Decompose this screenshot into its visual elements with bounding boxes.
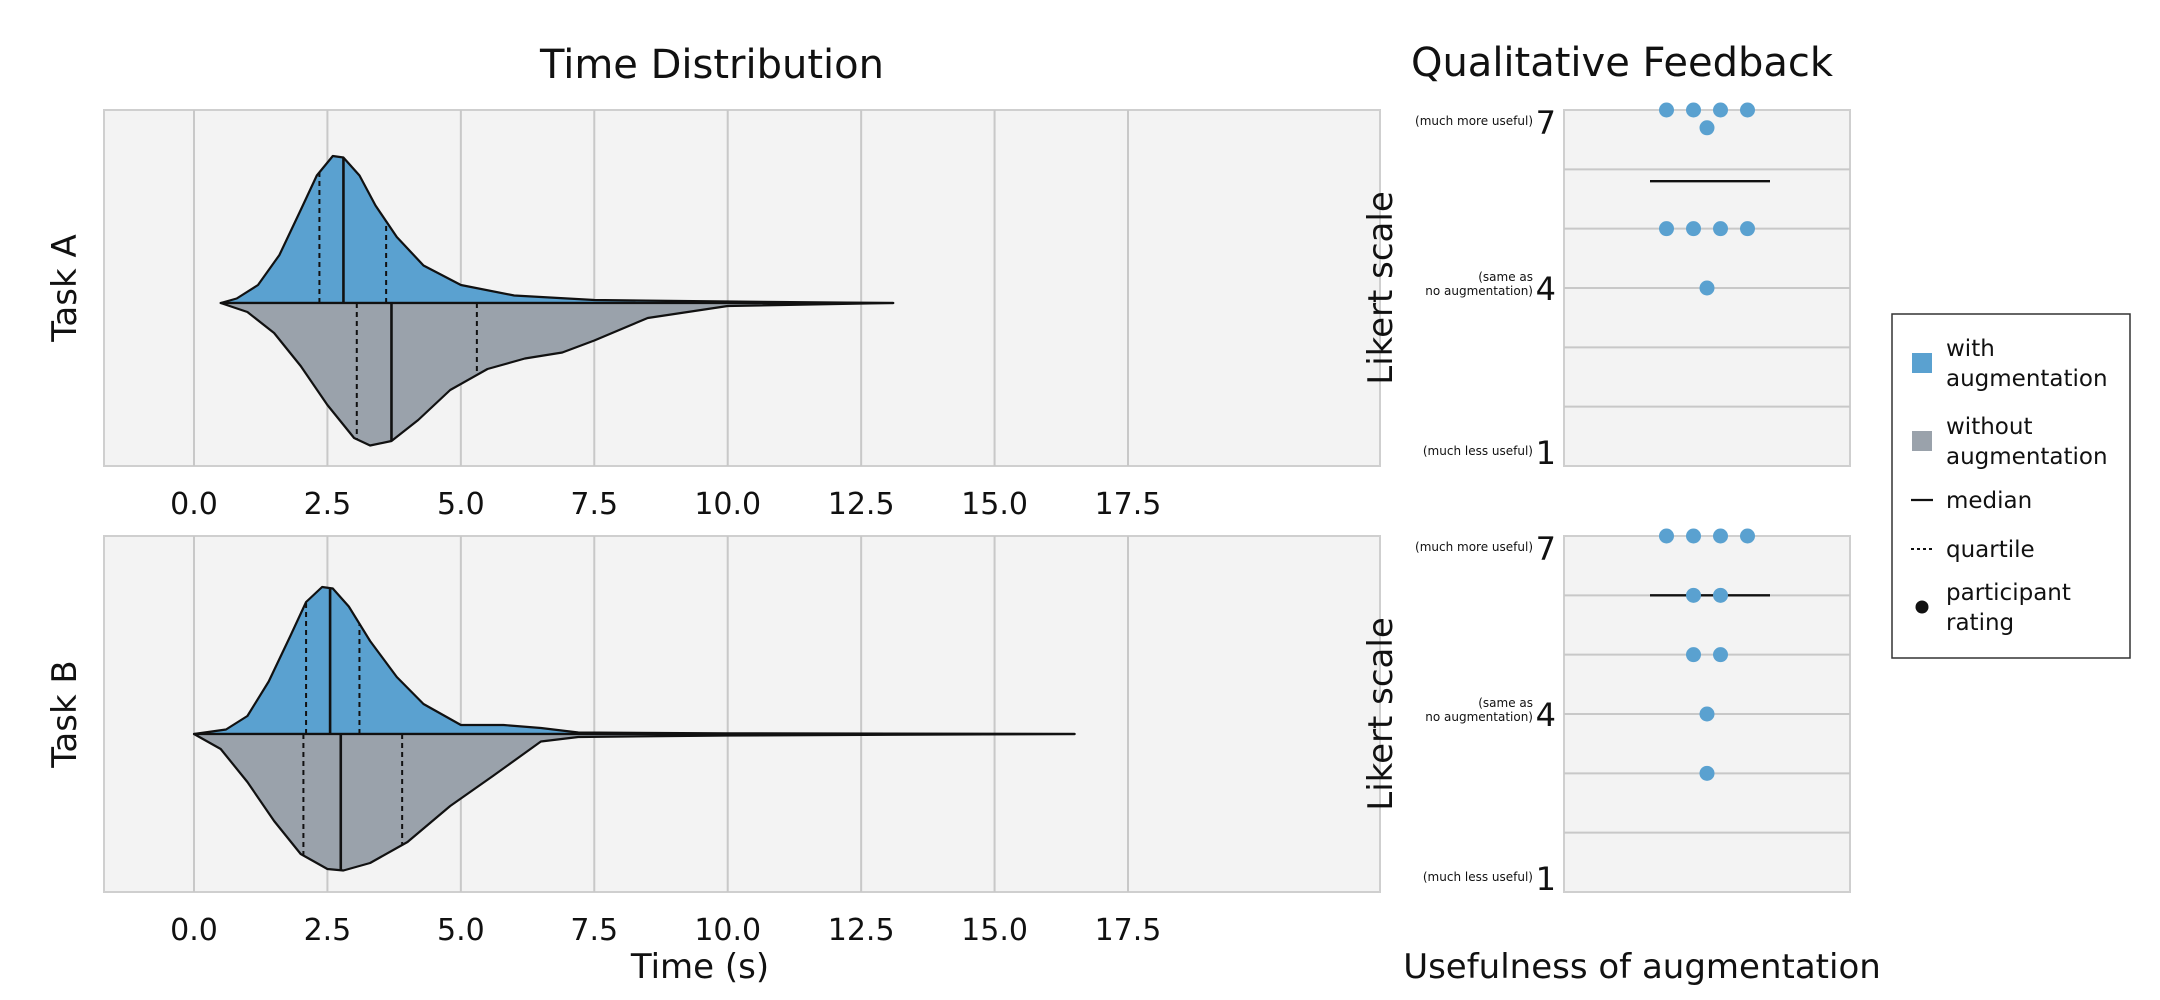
feedback-ytick-note: (much more useful) [1415, 540, 1533, 554]
legend: with augmentation without augmentation media… [1891, 313, 2131, 659]
participant-rating-dot [1740, 528, 1755, 544]
violin-panel-label: Task B [45, 660, 85, 769]
participant-rating-dot [1713, 102, 1728, 118]
violin-xtick-label: 7.5 [570, 913, 618, 948]
legend-label: with [1946, 336, 1995, 362]
legend-dot [1915, 600, 1929, 614]
violin-half-without [192, 732, 1076, 872]
legend-label: median [1946, 488, 2032, 514]
feedback-ytick-number: 4 [1536, 270, 1556, 308]
feedback-ytick-number: 1 [1536, 434, 1556, 472]
legend-swatch [1912, 353, 1932, 373]
feedback-ytick-number: 4 [1536, 696, 1556, 734]
participant-rating-dot [1713, 647, 1728, 663]
feedback-title: Qualitative Feedback [1411, 40, 1834, 86]
violin-xtick-label: 0.0 [170, 913, 218, 948]
feedback-ytick-note: (much less useful) [1423, 444, 1533, 458]
legend-label: participant [1946, 580, 2071, 606]
participant-rating-dot [1699, 120, 1715, 136]
feedback-ytick-note: (much less useful) [1423, 870, 1533, 884]
violin-xtick-label: 12.5 [828, 487, 895, 522]
feedback-ytick-number: 7 [1536, 530, 1556, 568]
violin-xtick-label: 17.5 [1095, 487, 1162, 522]
legend-label: augmentation [1946, 366, 2108, 392]
violin-chart: 0.0 2.5 5.0 7.5 10.0 12.5 15.0 17.5 Task A 0.0 2.5… [45, 109, 1381, 948]
feedback-xlabel: Usefulness of augmentation [1403, 947, 1881, 987]
violin-xtick-label: 15.0 [961, 913, 1028, 948]
legend-swatch [1912, 431, 1932, 451]
violin-xtick-label: 5.0 [437, 913, 485, 948]
violin-xtick-label: 7.5 [570, 487, 618, 522]
participant-rating-dot [1686, 102, 1701, 118]
legend-label: rating [1946, 610, 2014, 636]
violin-xtick-label: 10.0 [694, 913, 761, 948]
participant-rating-dot [1740, 221, 1755, 237]
participant-rating-dot [1686, 221, 1701, 237]
violin-panel-label: Task A [45, 234, 85, 342]
participant-rating-dot [1686, 528, 1701, 544]
legend-label: without [1946, 414, 2032, 440]
violin-xtick-label: 5.0 [437, 487, 485, 522]
violin-title: Time Distribution [539, 42, 884, 88]
participant-rating-dot [1713, 221, 1728, 237]
violin-xtick-label: 2.5 [304, 487, 352, 522]
participant-rating-dot [1699, 765, 1715, 781]
participant-rating-dot [1713, 528, 1728, 544]
violin-xtick-label: 10.0 [694, 487, 761, 522]
feedback-ytick-number: 1 [1536, 860, 1556, 898]
violin-half-without [219, 301, 895, 447]
participant-rating-dot [1699, 706, 1715, 722]
feedback-ytick-number: 7 [1536, 104, 1556, 142]
violin-xtick-label: 17.5 [1095, 913, 1162, 948]
participant-rating-dot [1686, 647, 1701, 663]
violin-xtick-label: 12.5 [828, 913, 895, 948]
violin-xlabel: Time (s) [630, 947, 769, 987]
feedback-ylabel: Likert scale [1361, 191, 1401, 385]
participant-rating-dot [1659, 528, 1674, 544]
violin-xtick-label: 2.5 [304, 913, 352, 948]
feedback-ylabel: Likert scale [1361, 617, 1401, 811]
participant-rating-dot [1686, 587, 1701, 603]
legend-label: quartile [1946, 537, 2035, 563]
violin-half-with [192, 585, 1076, 736]
legend-label: augmentation [1946, 444, 2108, 470]
feedback-ytick-note: (same as [1478, 270, 1533, 284]
violin-xtick-label: 0.0 [170, 487, 218, 522]
violin-half-with [219, 154, 895, 305]
violin-xtick-label: 15.0 [961, 487, 1028, 522]
feedback-ytick-note: (much more useful) [1415, 114, 1533, 128]
feedback-ytick-note: no augmentation) [1425, 710, 1533, 724]
participant-rating-dot [1713, 587, 1728, 603]
feedback-ytick-note: (same as [1478, 696, 1533, 710]
participant-rating-dot [1699, 280, 1715, 296]
participant-rating-dot [1659, 221, 1674, 237]
participant-rating-dot [1659, 102, 1674, 118]
feedback-ytick-note: no augmentation) [1425, 284, 1533, 298]
participant-rating-dot [1740, 102, 1755, 118]
